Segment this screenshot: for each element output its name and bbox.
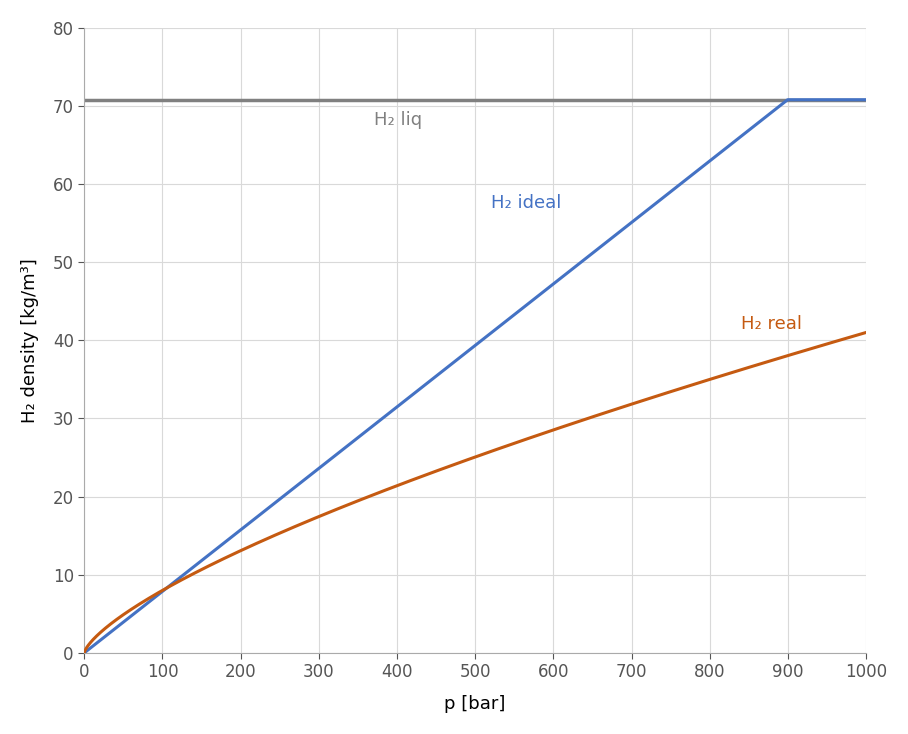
Y-axis label: H₂ density [kg/m³]: H₂ density [kg/m³] [21, 258, 39, 423]
Text: H₂ ideal: H₂ ideal [491, 194, 561, 211]
Text: H₂ real: H₂ real [741, 315, 802, 333]
Text: H₂ liq: H₂ liq [373, 112, 421, 129]
X-axis label: p [bar]: p [bar] [445, 695, 506, 713]
